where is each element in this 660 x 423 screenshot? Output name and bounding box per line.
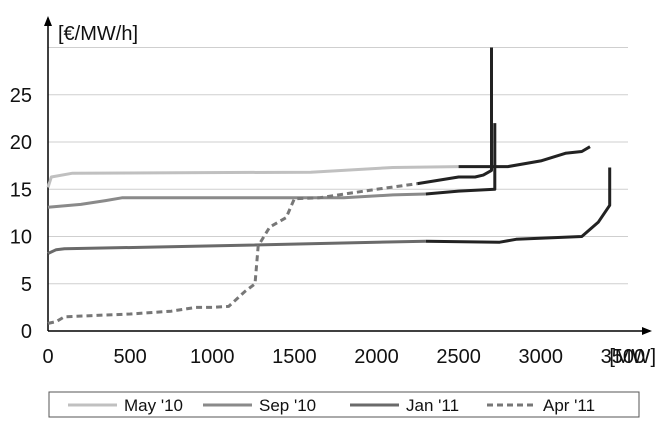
legend-label: Jan '11 [406,396,459,415]
series-tail-1 [425,123,497,196]
legend: May '10 Sep '10 Jan '11 Apr '11 [48,391,640,418]
legend-label: Apr '11 [543,396,595,415]
series-lines [46,47,612,325]
x-tick-label: 1000 [190,346,235,368]
series-tail-0 [458,145,591,169]
series-tail-2 [425,167,612,244]
y-axis-arrow [44,16,52,26]
series-tail-3 [417,47,493,186]
x-axis-unit-label: [MW] [609,346,656,368]
x-tick-label: 1500 [272,346,317,368]
y-tick-label: 0 [21,321,32,343]
x-tick-label: 2500 [436,346,481,368]
x-tick-label: 500 [113,346,146,368]
series-line-0 [46,165,459,188]
y-tick-label: 5 [21,274,32,296]
x-tick-label: 3500 [601,346,646,368]
y-tick-label: 15 [10,179,32,201]
x-tick-label: 3000 [519,346,564,368]
x-tick-label: 2000 [354,346,399,368]
grid-lines [48,47,628,285]
series-line-2 [47,239,426,255]
y-tick-label: 10 [10,227,32,249]
y-axis-unit-label: [€/MW/h] [58,23,138,45]
y-tick-label: 25 [10,85,32,107]
legend-label: May '10 [124,396,183,415]
x-axis-arrow [642,327,652,335]
y-tick-label: 20 [10,132,32,154]
tick-labels: 0 5 10 15 20 25 0 500 1000 1500 2000 2500 3000 3500 [€… [10,23,656,368]
series-line-1 [47,192,426,209]
legend-box [48,391,640,418]
series-line-3 [47,182,418,325]
axes [44,16,652,335]
x-tick-label: 0 [42,346,53,368]
legend-label: Sep '10 [259,396,316,415]
